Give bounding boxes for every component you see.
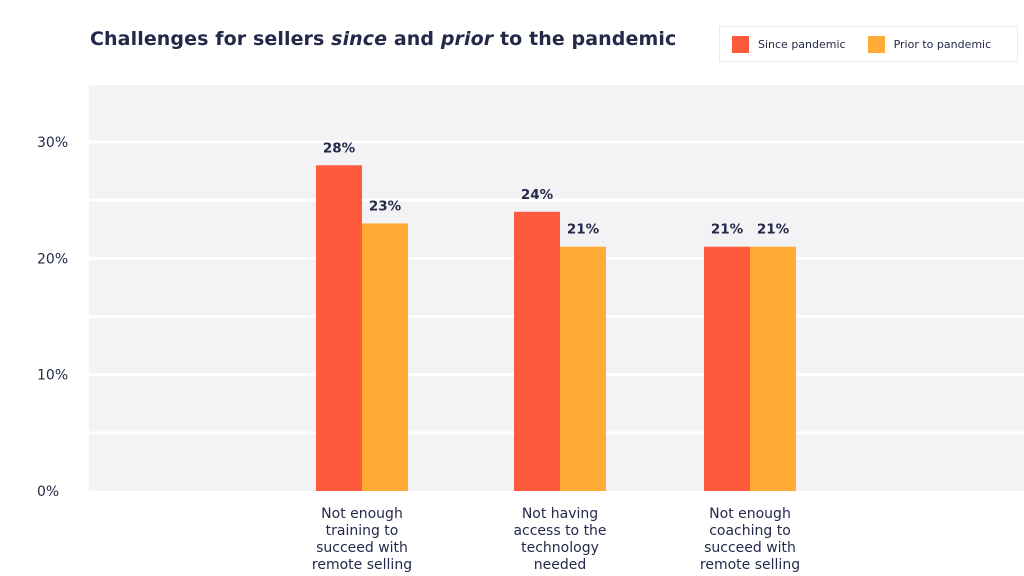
category-label-line: access to the <box>513 523 606 539</box>
category-label: Not enough training to succeed with remote … <box>312 506 412 573</box>
y-tick-label: 10% <box>37 368 68 384</box>
category-label-line: Not enough <box>709 506 791 522</box>
chart-title-part: since <box>331 28 388 50</box>
data-label: 28% <box>323 140 356 156</box>
category-label-line: needed <box>534 557 587 573</box>
legend-item: Prior to pandemic <box>867 35 992 53</box>
category-label: Not having access to the technology needed <box>513 506 606 573</box>
bar <box>704 246 750 491</box>
category-label-line: succeed with <box>316 540 408 556</box>
chart-title-part: to the pandemic <box>493 28 677 50</box>
data-label: 23% <box>369 198 402 214</box>
data-label: 24% <box>521 187 554 203</box>
chart-title-part: prior <box>440 28 494 50</box>
category-label-line: technology <box>521 540 599 556</box>
data-label: 21% <box>757 222 790 238</box>
legend-label: Prior to pandemic <box>893 37 992 51</box>
chart-title-part: Challenges for sellers <box>90 28 332 50</box>
legend-item: Since pandemic <box>732 35 846 53</box>
bar <box>362 223 408 491</box>
legend-swatch <box>867 35 885 53</box>
category-label-line: coaching to <box>709 523 791 539</box>
chart-title-part: and <box>387 28 441 50</box>
legend-label: Since pandemic <box>758 37 846 51</box>
data-label: 21% <box>711 222 744 238</box>
bar <box>750 246 796 491</box>
chart-title: Challenges for sellers since and prior t… <box>90 28 676 50</box>
bar <box>514 211 560 492</box>
y-tick-label: 20% <box>37 251 68 267</box>
y-tick-label: 0% <box>37 484 59 500</box>
bar <box>316 165 362 491</box>
category-label: Not enough coaching to succeed with remote … <box>700 506 800 573</box>
category-label-line: remote selling <box>700 557 800 573</box>
bar <box>560 246 606 491</box>
category-label-line: Not having <box>522 506 598 522</box>
category-label-line: succeed with <box>704 540 796 556</box>
category-label-line: training to <box>326 523 399 539</box>
category-label-line: remote selling <box>312 557 412 573</box>
y-tick-label: 30% <box>37 135 68 151</box>
category-label-line: Not enough <box>321 506 403 522</box>
data-label: 21% <box>567 222 600 238</box>
legend-swatch <box>732 35 749 53</box>
chart-legend: Since pandemic Prior to pandemic <box>719 26 1018 62</box>
